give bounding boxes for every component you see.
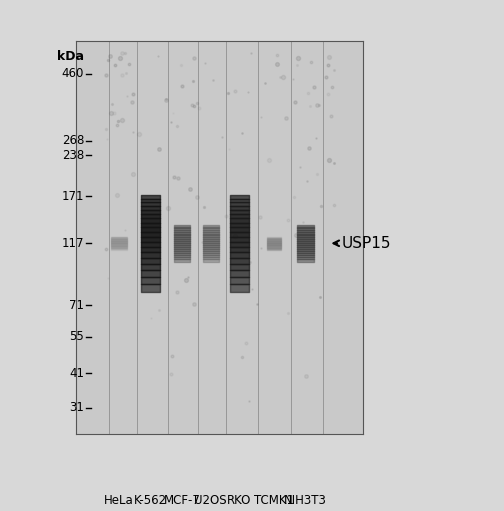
Text: U2OS: U2OS	[195, 494, 227, 506]
Text: USP15: USP15	[341, 236, 391, 251]
Text: 31: 31	[70, 401, 84, 414]
Text: 71: 71	[69, 298, 84, 312]
Text: RKO: RKO	[227, 494, 251, 506]
Text: NIH3T3: NIH3T3	[284, 494, 327, 506]
Text: 238: 238	[62, 149, 84, 162]
Text: 55: 55	[70, 330, 84, 343]
Text: K-562: K-562	[134, 494, 167, 506]
Text: HeLa: HeLa	[104, 494, 134, 506]
Text: kDa: kDa	[57, 50, 84, 63]
Text: TCMK1: TCMK1	[254, 494, 294, 506]
Text: 268: 268	[62, 134, 84, 147]
Text: 171: 171	[61, 190, 84, 203]
Text: 460: 460	[62, 67, 84, 80]
Text: 117: 117	[61, 237, 84, 250]
Text: MCF-7: MCF-7	[163, 494, 200, 506]
Text: 41: 41	[69, 366, 84, 380]
